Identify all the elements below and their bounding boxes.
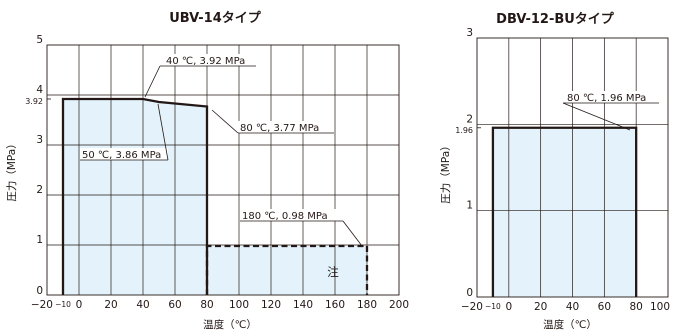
annotation-leader <box>144 65 161 98</box>
annotation-label: 40 ℃, 3.92 MPa <box>166 56 245 67</box>
annotation-bg <box>160 54 256 66</box>
chart-ubv-14: UBV-14タイプ−20 −10 0 20 40 60 80 100 120 140 160 180 2… <box>5 11 409 331</box>
series-line-0 <box>491 126 638 297</box>
annotation-label: 180 ℃, 0.98 MPa <box>242 211 328 222</box>
x-tick-label: −10 <box>485 302 501 311</box>
x-tick-label: 20 <box>534 301 547 313</box>
x-tick-label: 0 <box>505 301 512 313</box>
annotation-bg <box>80 148 168 160</box>
y-axis-label: 圧力（MPa） <box>5 138 18 201</box>
annotation-label: 注 <box>327 265 339 279</box>
x-axis-label: 温度（℃） <box>203 318 257 331</box>
x-tick-label: 200 <box>389 299 409 311</box>
annotation-label: 80 ℃, 1.96 MPa <box>567 93 646 104</box>
x-tick-label: 160 <box>325 299 345 311</box>
annotation-leader <box>562 102 631 131</box>
annotation-bg <box>238 121 334 133</box>
x-tick-label: 0 <box>76 299 83 311</box>
y-tick-label: 1.96 <box>455 126 473 135</box>
y-tick-label: 2 <box>466 113 473 125</box>
y-tick-label: 3 <box>36 134 43 146</box>
x-tick-label: −20 <box>31 299 53 311</box>
series-area-1 <box>207 246 367 295</box>
series-area-0 <box>492 127 637 297</box>
annotation-leader <box>342 220 363 247</box>
series-area-0 <box>63 99 207 295</box>
x-tick-label: 180 <box>357 299 377 311</box>
x-tick-label: 120 <box>261 299 281 311</box>
annotation-label: 80 ℃, 3.77 MPa <box>240 123 319 134</box>
x-tick-label: 100 <box>650 301 670 313</box>
x-tick-label: 60 <box>598 301 611 313</box>
series-line-1 <box>205 244 369 295</box>
y-tick-label: 0 <box>466 287 473 299</box>
plot-frame <box>46 44 400 296</box>
y-tick-label: 1 <box>36 234 43 246</box>
x-tick-label: 60 <box>168 299 181 311</box>
plot-frame <box>476 37 669 298</box>
y-tick-label: 4 <box>36 84 43 96</box>
x-tick-label: 40 <box>136 299 149 311</box>
x-tick-label: 100 <box>229 299 249 311</box>
series-line-0 <box>61 97 209 295</box>
x-tick-label: 80 <box>200 299 213 311</box>
x-tick-label: 20 <box>104 299 117 311</box>
x-tick-label: 80 <box>629 301 642 313</box>
chart-title: UBV-14タイプ <box>169 11 262 26</box>
y-tick-label: 3 <box>466 27 473 39</box>
x-tick-label: −10 <box>55 300 71 309</box>
x-axis-label: 温度（℃） <box>543 318 597 331</box>
x-tick-label: 40 <box>566 301 579 313</box>
annotation-label: 50 ℃, 3.86 MPa <box>82 150 161 161</box>
y-tick-label: 1 <box>466 200 473 212</box>
y-tick-label: 0 <box>36 285 43 297</box>
y-tick-label: 5 <box>36 34 43 46</box>
y-tick-label: 2 <box>36 184 43 196</box>
annotation-leader <box>157 103 169 161</box>
chart-dbv-12-bu: DBV-12-BUタイプ −20 −10 0 20 40 60 80 100 0 1 1.962 3 温度… <box>439 12 670 331</box>
y-axis-label: 圧力（MPa） <box>439 140 452 203</box>
annotation-leader <box>211 109 239 134</box>
annotation-bg <box>240 209 343 221</box>
y-tick-label: 3.92 <box>25 97 43 106</box>
x-tick-label: 140 <box>293 299 313 311</box>
chart-title: DBV-12-BUタイプ <box>496 12 615 27</box>
x-tick-label: −20 <box>461 301 483 313</box>
annotation-bg <box>563 91 659 103</box>
